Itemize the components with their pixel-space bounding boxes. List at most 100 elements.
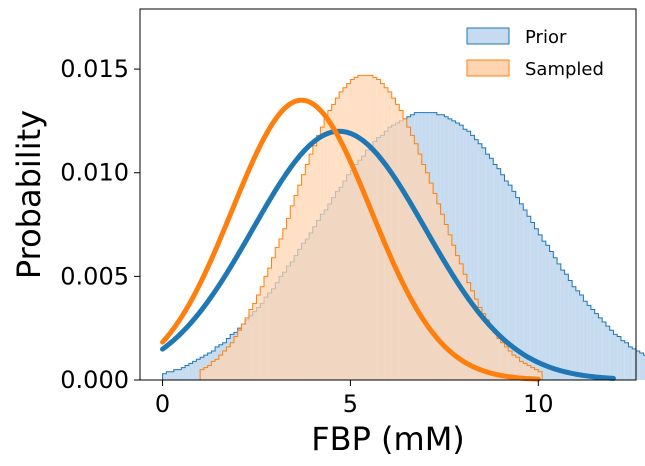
histogram-bar: [418, 154, 422, 380]
histogram-bar: [481, 313, 486, 380]
histogram-bar: [478, 307, 482, 380]
histogram-bar: [316, 135, 321, 380]
y-tick-label: 0.000: [60, 366, 129, 394]
y-tick-label: 0.010: [60, 159, 129, 187]
histogram-bar: [200, 357, 204, 380]
histogram-bar: [399, 110, 404, 381]
histogram-bar: [504, 346, 509, 380]
histogram-bar: [572, 286, 576, 380]
histogram-bar: [218, 355, 223, 380]
histogram-bar: [320, 127, 325, 380]
histogram-bar: [500, 342, 505, 380]
histogram-bar: [361, 75, 366, 380]
histogram-bar: [237, 330, 242, 380]
histogram-bar: [459, 125, 464, 380]
histogram-bar: [162, 373, 167, 380]
histogram-bar: [515, 197, 520, 380]
legend: Prior Sampled: [466, 27, 604, 80]
plot-frame: [139, 8, 637, 381]
histogram-bar: [279, 239, 283, 380]
histogram-bar: [463, 274, 467, 380]
histogram-bar: [294, 195, 298, 380]
histogram-bar: [215, 359, 219, 380]
histogram-bar: [545, 245, 550, 380]
histogram-bar: [496, 338, 501, 380]
x-axis-title: FBP (mM): [311, 420, 465, 458]
histogram-bar: [620, 340, 625, 380]
histogram-bar: [527, 365, 531, 380]
histogram-bar: [489, 158, 494, 380]
histogram-bar: [523, 210, 528, 380]
histogram-bar: [466, 282, 471, 380]
histogram-bar: [290, 205, 295, 380]
histogram-bar: [481, 147, 486, 380]
histogram-bar: [444, 224, 449, 380]
histogram-bar: [564, 274, 569, 380]
histogram-bar: [534, 369, 539, 380]
histogram-bar: [230, 342, 234, 380]
histogram-bar: [429, 183, 434, 380]
histogram-bar: [515, 357, 520, 380]
histogram-bar: [384, 87, 388, 381]
histogram-bar: [301, 174, 306, 380]
histogram-bar: [474, 299, 479, 380]
histogram-bar: [470, 135, 475, 380]
histogram-bar: [602, 321, 606, 380]
histogram-bar: [252, 303, 257, 380]
histogram-bar: [489, 326, 494, 380]
histogram-bar: [233, 336, 238, 380]
histogram-bar: [421, 164, 426, 380]
histogram-bar: [181, 367, 186, 380]
histogram-bar: [455, 122, 460, 380]
histogram-bar: [406, 127, 411, 380]
histogram-bar: [470, 290, 475, 380]
x-axis: 0 5 10: [155, 380, 554, 418]
histogram-bar: [264, 276, 268, 380]
histogram-bar: [587, 305, 591, 380]
histogram-bar: [643, 355, 645, 380]
histogram-bar: [512, 355, 516, 380]
histogram-bar: [211, 361, 216, 380]
histogram-bar: [192, 361, 197, 380]
legend-swatch-sampled: [466, 59, 510, 77]
histogram-bar: [508, 185, 512, 380]
histogram-bar: [256, 295, 261, 380]
x-tick-label: 10: [523, 390, 554, 418]
histogram-bar: [436, 203, 441, 380]
histogram-bar: [496, 168, 501, 380]
histogram-bar: [459, 263, 464, 380]
histogram-bar: [478, 143, 482, 380]
histogram-bar: [177, 369, 182, 380]
histogram-bar: [455, 255, 460, 380]
histogram-bar: [372, 77, 377, 381]
histogram-bar: [474, 139, 479, 380]
histogram-bar: [538, 371, 543, 380]
histogram-bar: [282, 228, 287, 380]
histogram-bar: [632, 348, 636, 380]
histogram-bar: [508, 350, 512, 380]
histogram-bar: [594, 313, 599, 380]
histogram-bar: [324, 118, 328, 381]
histogram-bar: [628, 346, 633, 380]
histogram-bar: [512, 191, 516, 380]
histogram-bar: [624, 342, 629, 380]
histogram-bar: [207, 365, 212, 380]
y-axis-title: Probability: [10, 110, 48, 279]
histogram-bar: [327, 110, 332, 381]
histogram-bar: [534, 228, 539, 380]
histogram-bar: [286, 218, 291, 380]
histogram-bar: [493, 332, 497, 380]
histogram-bar: [425, 172, 430, 380]
histogram-bar: [245, 317, 249, 380]
histogram-bar: [173, 369, 178, 380]
histogram-bar: [538, 234, 543, 380]
histogram-bar: [639, 353, 644, 380]
histogram-bar: [312, 145, 317, 380]
histogram-bar: [335, 98, 340, 381]
y-tick-label: 0.015: [60, 55, 129, 83]
histogram-bar: [166, 371, 171, 380]
legend-swatch-prior: [466, 27, 510, 45]
histogram-bar: [636, 350, 640, 380]
x-tick-label: 0: [155, 390, 170, 418]
